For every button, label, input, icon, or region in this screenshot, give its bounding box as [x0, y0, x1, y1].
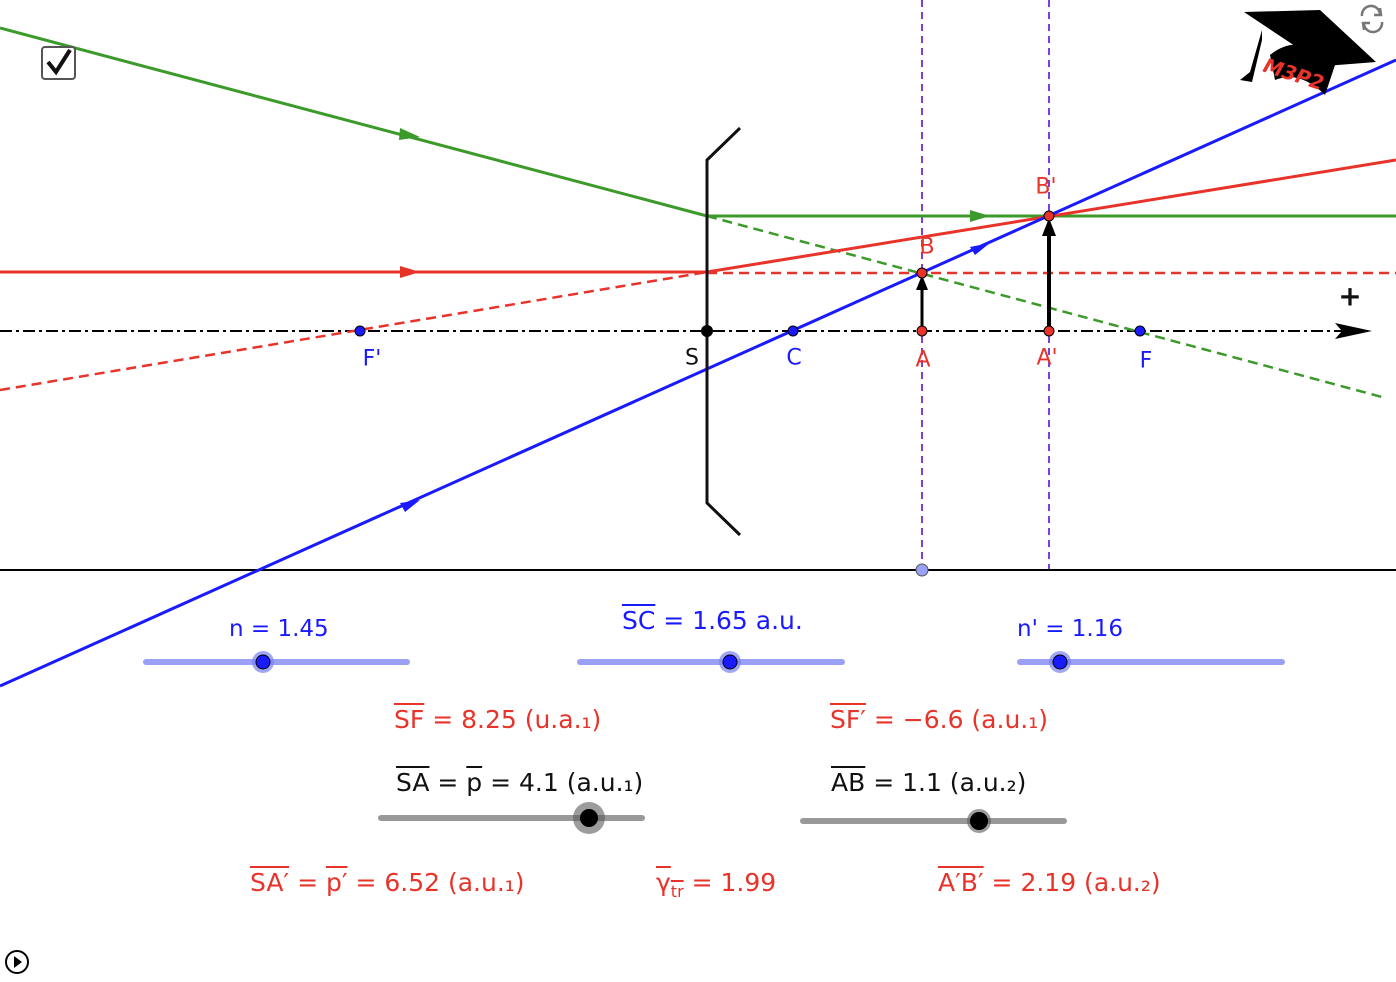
- label-F: F: [1139, 348, 1153, 374]
- gamma-sub: tr: [670, 882, 684, 901]
- blue-arrow-icon: [970, 243, 990, 255]
- slider-ab-label: AB = 1.1 (a.u.₂): [831, 768, 1026, 797]
- ab-prime-value: = 2.19 (a.u.₂): [983, 868, 1161, 897]
- play-button[interactable]: [5, 950, 29, 974]
- ab-prime-name: A′B′: [938, 868, 984, 897]
- slider-n-label: n = 1.45: [229, 616, 329, 642]
- slider-n-prime-label: n' = 1.16: [1017, 616, 1124, 642]
- green-arrow-icon: [399, 128, 420, 140]
- point-baseline[interactable]: [915, 563, 929, 577]
- point-B[interactable]: [916, 267, 928, 279]
- checkmark-icon: [46, 48, 72, 76]
- point-S[interactable]: [701, 325, 713, 337]
- sa-prime-value: = 6.52 (a.u.₁): [347, 868, 525, 897]
- label-A: A: [915, 347, 931, 373]
- label-B: B: [919, 234, 935, 260]
- label-F-prime: F': [362, 346, 382, 372]
- slider-n-prime[interactable]: [1017, 659, 1285, 665]
- gamma-name: γtr: [656, 868, 684, 901]
- slider-knob[interactable]: [722, 654, 738, 670]
- slider-sa-label: SA = p = 4.1 (a.u.₁): [396, 768, 643, 797]
- axis-arrow-icon: [1335, 323, 1372, 339]
- image-arrowhead-icon: [1042, 218, 1056, 236]
- sf-prime-value: = −6.6 (a.u.₁): [865, 705, 1049, 734]
- plus-sign: +: [1338, 279, 1362, 313]
- blue-arrow-icon: [400, 500, 420, 512]
- slider-knob[interactable]: [1052, 654, 1068, 670]
- play-icon: [14, 956, 22, 968]
- sf-value: = 8.25 (u.a.₁): [424, 705, 602, 734]
- green-arrow-icon: [970, 210, 990, 222]
- slider-knob[interactable]: [579, 809, 598, 827]
- green-ray-incident: [0, 26, 708, 218]
- point-C[interactable]: [787, 325, 799, 337]
- point-F-prime[interactable]: [354, 325, 366, 337]
- point-B-prime[interactable]: [1043, 210, 1055, 222]
- result-sf: SF = 8.25 (u.a.₁): [394, 705, 601, 734]
- label-B-prime: B': [1035, 174, 1057, 200]
- sa-prime-name: SA′: [250, 868, 290, 897]
- result-ab-prime: A′B′ = 2.19 (a.u.₂): [938, 868, 1161, 897]
- ab-value: = 1.1 (a.u.₂): [865, 768, 1027, 797]
- object-arrowhead-icon: [916, 275, 928, 290]
- gamma-value: = 1.99: [683, 868, 777, 897]
- sa-value: = 4.1 (a.u.₁): [482, 768, 644, 797]
- sa-p: p: [466, 768, 483, 797]
- slider-sa[interactable]: [378, 815, 645, 821]
- slider-sc[interactable]: [577, 659, 845, 665]
- sf-prime-name: SF′: [830, 705, 866, 734]
- sc-name: SC: [622, 606, 656, 635]
- sa-prime-p: p′: [325, 868, 348, 897]
- red-arrow-icon: [400, 266, 420, 278]
- slider-sc-label: SC = 1.65 a.u.: [622, 606, 803, 635]
- gamma-symbol: γ: [656, 868, 671, 897]
- refresh-icon[interactable]: [1360, 4, 1384, 34]
- slider-knob[interactable]: [969, 812, 988, 830]
- slider-knob[interactable]: [255, 654, 271, 670]
- slider-n[interactable]: [143, 659, 410, 665]
- sa-eq: =: [429, 768, 467, 797]
- label-S: S: [685, 345, 699, 371]
- ab-name: AB: [831, 768, 866, 797]
- point-A[interactable]: [916, 325, 928, 337]
- label-A-prime: A': [1036, 345, 1058, 371]
- sa-name: SA: [396, 768, 430, 797]
- sf-name: SF: [394, 705, 425, 734]
- result-sa-prime: SA′ = p′ = 6.52 (a.u.₁): [250, 868, 525, 897]
- sc-value: = 1.65 a.u.: [655, 606, 803, 635]
- green-ray-extension: [706, 214, 1383, 399]
- blue-ray: [0, 58, 1396, 688]
- slider-ab[interactable]: [800, 818, 1067, 824]
- label-C: C: [786, 345, 802, 371]
- result-gamma: γtr = 1.99: [656, 868, 776, 901]
- sa-prime-eq: =: [289, 868, 326, 897]
- point-A-prime[interactable]: [1043, 325, 1055, 337]
- red-ray-extension-left: [0, 270, 708, 392]
- point-F[interactable]: [1134, 325, 1146, 337]
- result-sf-prime: SF′ = −6.6 (a.u.₁): [830, 705, 1048, 734]
- m3p2-logo: M3P2: [1240, 10, 1376, 95]
